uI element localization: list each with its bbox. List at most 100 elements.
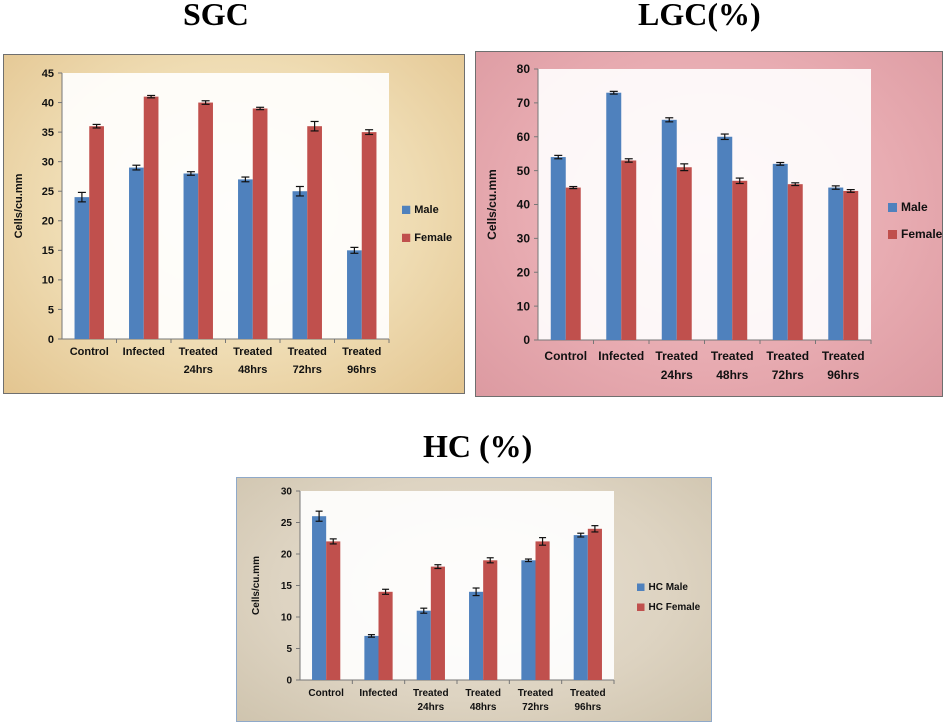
lgc-x-tick-label: Treated	[655, 349, 698, 363]
hc-x-tick-label: 96hrs	[574, 702, 601, 713]
hc-x-tick-label: Control	[308, 688, 344, 699]
lgc-title: LGC(%)	[638, 0, 761, 32]
sgc-x-tick-label: 72hrs	[293, 364, 322, 376]
hc-bar-hc-male	[416, 610, 431, 680]
lgc-bar-male	[606, 92, 622, 341]
sgc-error-bar	[186, 171, 195, 176]
sgc-plot-area	[62, 73, 389, 339]
sgc-title: SGC	[183, 0, 249, 32]
lgc-error-bar	[735, 177, 744, 185]
hc-x-tick-label: Infected	[359, 688, 397, 699]
sgc-bar-male	[347, 250, 362, 339]
lgc-error-bar	[831, 185, 840, 190]
sgc-error-bar	[256, 106, 265, 111]
lgc-y-tick-label: 80	[517, 62, 531, 76]
hc-error-bar	[315, 510, 323, 522]
hc-y-tick-label: 15	[281, 581, 293, 592]
lgc-x-tick-label: 48hrs	[716, 368, 748, 382]
hc-bar-hc-female	[378, 591, 393, 680]
sgc-y-tick-label: 20	[42, 216, 54, 228]
lgc-bar-male	[828, 187, 844, 340]
sgc-bar-male	[183, 173, 199, 339]
hc-x-tick-label: 24hrs	[417, 702, 444, 713]
sgc-x-tick-label: Treated	[233, 346, 272, 358]
hc-x-tick-label: 48hrs	[470, 702, 497, 713]
hc-error-bar	[420, 607, 428, 614]
hc-y-tick-label: 30	[281, 487, 293, 498]
hc-error-bar	[329, 538, 337, 545]
hc-x-tick-label: Treated	[518, 688, 554, 699]
hc-title: HC (%)	[423, 428, 533, 464]
sgc-y-tick-label: 5	[48, 304, 54, 316]
sgc-legend-swatch	[402, 233, 411, 242]
lgc-error-bar	[720, 133, 729, 141]
sgc-x-tick-label: Treated	[342, 346, 381, 358]
sgc-bar-male	[238, 179, 253, 339]
sgc-bar-male	[292, 191, 308, 339]
hc-error-bar	[382, 588, 390, 595]
hc-bar-hc-male	[469, 591, 484, 680]
sgc-y-tick-label: 0	[48, 334, 54, 346]
sgc-x-tick-label: 48hrs	[238, 364, 267, 376]
sgc-y-axis-label: Cells/cu.mm	[13, 173, 25, 238]
sgc-y-tick-label: 15	[42, 245, 54, 257]
lgc-error-bar	[569, 185, 578, 190]
lgc-error-bar	[791, 182, 800, 187]
lgc-error-bar	[846, 188, 855, 193]
sgc-legend-label: Male	[414, 204, 438, 216]
sgc-x-tick-label: Treated	[288, 346, 327, 358]
sgc-x-tick-label: Control	[70, 346, 109, 358]
sgc-bar-female	[361, 132, 377, 339]
sgc-bar-female	[89, 126, 104, 339]
hc-error-bar	[367, 634, 375, 638]
hc-x-tick-label: Treated	[413, 688, 449, 699]
sgc-x-tick-label: 24hrs	[184, 364, 213, 376]
sgc-error-bar	[310, 120, 319, 132]
sgc-x-tick-label: Treated	[179, 346, 218, 358]
sgc-legend-swatch	[402, 205, 411, 214]
hc-bar-hc-male	[521, 560, 536, 680]
lgc-error-bar	[680, 163, 689, 172]
lgc-bar-male	[717, 136, 733, 340]
hc-error-bar	[591, 525, 599, 533]
lgc-y-tick-label: 70	[517, 96, 531, 110]
lgc-y-tick-label: 30	[517, 232, 531, 246]
sgc-error-bar	[201, 100, 210, 105]
lgc-y-tick-label: 20	[517, 265, 531, 279]
hc-legend-swatch	[637, 603, 645, 611]
sgc-error-bar	[77, 191, 86, 203]
hc-y-tick-label: 10	[281, 613, 293, 624]
sgc-legend-label: Female	[414, 232, 452, 244]
lgc-y-tick-label: 50	[517, 164, 531, 178]
sgc-bar-male	[74, 197, 90, 339]
lgc-legend-swatch	[888, 203, 897, 212]
lgc-x-tick-label: Treated	[766, 349, 809, 363]
lgc-bar-female	[732, 180, 748, 340]
sgc-bar-male	[129, 167, 144, 339]
sgc-bar-female	[198, 102, 213, 339]
sgc-x-tick-label: Infected	[123, 346, 165, 358]
sgc-error-bar	[350, 246, 359, 254]
hc-legend-label: HC Male	[649, 582, 689, 593]
hc-bar-hc-male	[312, 516, 327, 680]
lgc-y-tick-label: 40	[517, 198, 531, 212]
hc-bar-hc-female	[587, 528, 602, 680]
hc-y-tick-label: 25	[281, 518, 293, 529]
lgc-bar-female	[843, 190, 859, 340]
hc-error-bar	[577, 532, 585, 538]
lgc-chart: 0 10 20 30 40 50 60 70 80 Cells/cu.mm Control Infec…	[485, 62, 942, 382]
lgc-bar-female	[676, 167, 692, 340]
hc-bar-hc-female	[483, 560, 498, 680]
hc-error-bar	[472, 587, 480, 597]
hc-bar-hc-male	[364, 635, 379, 680]
lgc-bar-male	[772, 163, 788, 340]
lgc-x-tick-label: Treated	[711, 349, 754, 363]
lgc-y-tick-label: 0	[523, 333, 530, 347]
hc-bar-hc-female	[326, 541, 341, 680]
lgc-bar-female	[621, 160, 637, 340]
lgc-legend-label: Male	[901, 200, 928, 214]
lgc-x-tick-label: Infected	[598, 349, 644, 363]
lgc-y-tick-label: 10	[517, 299, 531, 313]
lgc-x-tick-label: 72hrs	[772, 368, 804, 382]
sgc-y-tick-label: 35	[42, 127, 54, 139]
